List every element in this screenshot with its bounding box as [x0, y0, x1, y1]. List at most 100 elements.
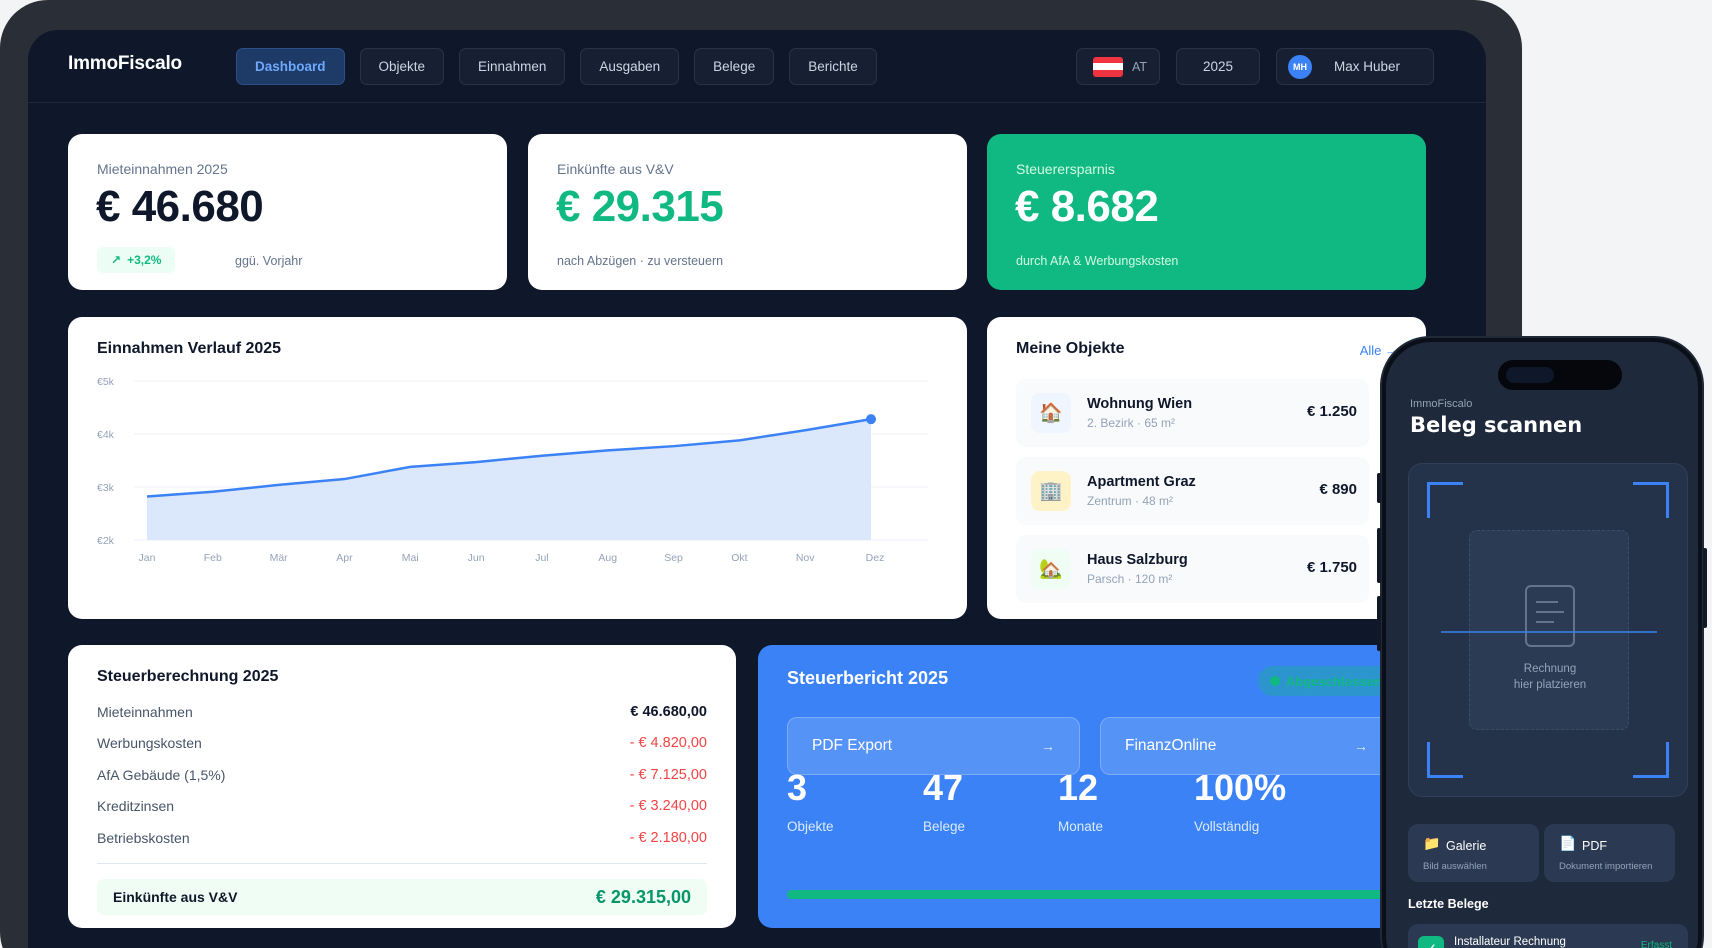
object-rent: € 1.250: [1306, 403, 1357, 420]
tax-rows: Mieteinnahmen € 46.680,00 Werbungskosten -…: [97, 696, 707, 854]
all-objects-link[interactable]: Alle →: [1359, 343, 1398, 358]
trend-up-icon: ↗: [111, 253, 122, 267]
metric-objects: 3 Objekte: [787, 767, 834, 834]
x-tick-label: Jul: [535, 552, 548, 564]
income-stat-card: Einkünfte aus V&V € 29.315 nach Abzügen …: [528, 134, 967, 290]
pdf-import-button[interactable]: 📄 PDF Dokument importieren: [1544, 824, 1675, 882]
metric-months: 12 Monate: [1058, 767, 1104, 834]
object-item-salzburg[interactable]: 🏡 Haus Salzburg Parsch · 120 m² € 1.750: [1016, 535, 1369, 603]
object-meta: 2. Bezirk · 65 m²: [1087, 416, 1176, 430]
tax-calculation-card: Steuerberechnung 2025 Mieteinnahmen € 46.…: [68, 645, 736, 928]
phone-side-button: [1377, 596, 1381, 651]
country-selector[interactable]: AT: [1076, 48, 1160, 85]
objects-title: Meine Objekte: [1016, 340, 1125, 357]
stat-value: € 46.680: [96, 182, 264, 231]
arrow-right-icon: →: [1041, 738, 1055, 754]
stat-sub: durch AfA & Werbungskosten: [1016, 254, 1179, 268]
income-area-chart: €2k €3k €4k €5k Jan Feb Mär Apr Mai Jun Jul Aug Sep O…: [97, 376, 928, 564]
trend-badge: ↗ +3,2%: [97, 247, 176, 273]
year-selector[interactable]: 2025: [1176, 48, 1260, 85]
user-menu[interactable]: MH Max Huber: [1276, 48, 1434, 85]
document-icon: [1525, 585, 1575, 647]
pdf-export-button[interactable]: PDF Export →: [787, 717, 1080, 775]
status-badge: Abgeschlossen: [1258, 666, 1395, 696]
nav-berichte[interactable]: Berichte: [789, 48, 877, 85]
trend-note: ggü. Vorjahr: [235, 254, 303, 268]
tax-total-value: € 29.315,00: [595, 886, 691, 907]
phone-side-button: [1377, 473, 1381, 503]
data-point: [866, 414, 876, 425]
home-garden-icon: 🏡: [1031, 549, 1071, 589]
nav-objekte[interactable]: Objekte: [359, 48, 445, 85]
scan-hint: Rechnung hier platzieren: [1513, 663, 1587, 691]
dynamic-island: [1498, 360, 1622, 390]
phone-side-button: [1703, 548, 1707, 628]
chart-title: Einnahmen Verlauf 2025: [97, 340, 282, 357]
nav-ausgaben[interactable]: Ausgaben: [580, 48, 680, 85]
building-icon: 🏢: [1031, 471, 1071, 511]
scan-corner: [1633, 482, 1669, 518]
nav-dashboard[interactable]: Dashboard: [236, 48, 345, 85]
object-meta: Parsch · 120 m²: [1087, 572, 1173, 586]
rent-stat-card: Mieteinnahmen 2025 € 46.680 ↗ +3,2% ggü.…: [68, 134, 507, 290]
tablet-frame: ImmoFiscalo Dashboard Objekte Einnahmen …: [0, 0, 1522, 948]
user-name: Max Huber: [1334, 59, 1401, 74]
phone-frame: ImmoFiscalo Beleg scannen Rechnung hier …: [1377, 336, 1707, 948]
scan-area[interactable]: Rechnung hier platzieren: [1408, 463, 1688, 797]
scan-corner: [1427, 742, 1463, 778]
stat-value: € 8.682: [1015, 182, 1159, 231]
tablet-screen: ImmoFiscalo Dashboard Objekte Einnahmen …: [28, 30, 1486, 948]
arrow-right-icon: →: [1354, 738, 1368, 754]
x-tick-label: Dez: [866, 552, 885, 564]
nav-einnahmen[interactable]: Einnahmen: [459, 48, 566, 85]
tax-total: Einkünfte aus V&V € 29.315,00: [97, 879, 707, 915]
gallery-button[interactable]: 📁 Galerie Bild auswählen: [1408, 824, 1539, 882]
x-tick-label: Okt: [731, 552, 747, 564]
object-item-wien[interactable]: 🏠 Wohnung Wien 2. Bezirk · 65 m² € 1.250: [1016, 379, 1369, 447]
y-tick-label: €4k: [97, 429, 115, 441]
income-chart-card: Einnahmen Verlauf 2025 €2k €3k €4k €5k Jan Fe…: [68, 317, 967, 619]
brand-logo: ImmoFiscalo: [68, 53, 182, 74]
file-icon: 📄: [1559, 835, 1577, 851]
tax-report-card: Steuerbericht 2025 Abgeschlossen PDF Exp…: [758, 645, 1446, 928]
main-nav: Dashboard Objekte Einnahmen Ausgaben Bel…: [236, 48, 877, 85]
tax-row: Mieteinnahmen € 46.680,00: [97, 703, 707, 720]
country-code: AT: [1132, 59, 1148, 74]
folder-icon: 📁: [1423, 835, 1441, 851]
phone-screen: ImmoFiscalo Beleg scannen Rechnung hier …: [1386, 342, 1698, 948]
scan-line: [1441, 631, 1657, 633]
tax-row: Werbungskosten - € 4.820,00: [97, 735, 707, 752]
phone-side-button: [1377, 528, 1381, 583]
report-title: Steuerbericht 2025: [787, 668, 949, 688]
stat-value: € 29.315: [556, 182, 724, 231]
tax-total-label: Einkünfte aus V&V: [113, 889, 238, 905]
x-tick-label: Jan: [139, 552, 156, 564]
object-name: Haus Salzburg: [1087, 552, 1188, 568]
x-tick-label: Feb: [204, 552, 222, 564]
x-tick-label: Aug: [598, 552, 617, 564]
object-name: Apartment Graz: [1087, 474, 1196, 490]
objects-list: 🏠 Wohnung Wien 2. Bezirk · 65 m² € 1.250…: [1016, 379, 1369, 613]
austria-flag-icon: [1093, 56, 1123, 77]
x-tick-label: Nov: [796, 552, 815, 564]
nav-belege[interactable]: Belege: [694, 48, 775, 85]
tax-title: Steuerberechnung 2025: [97, 668, 279, 685]
objects-card: Meine Objekte Alle → 🏠 Wohnung Wien 2. B…: [987, 317, 1426, 619]
x-tick-label: Mai: [402, 552, 419, 564]
avatar: MH: [1288, 54, 1312, 79]
receipt-item[interactable]: ✓ Installateur Rechnung Erfasst: [1408, 924, 1688, 948]
finanzonline-button[interactable]: FinanzOnline →: [1100, 717, 1393, 775]
house-icon: 🏠: [1031, 393, 1071, 433]
x-tick-label: Sep: [664, 552, 683, 564]
recent-receipts-heading: Letzte Belege: [1408, 897, 1489, 911]
stat-label: Steuerersparnis: [1016, 161, 1115, 177]
metric-complete: 100% Vollständig: [1194, 767, 1287, 834]
phone-title: Beleg scannen: [1410, 413, 1583, 437]
object-item-graz[interactable]: 🏢 Apartment Graz Zentrum · 48 m² € 890: [1016, 457, 1369, 525]
divider: [97, 863, 707, 864]
stat-label: Mieteinnahmen 2025: [97, 161, 228, 177]
tax-row: Kreditzinsen - € 3.240,00: [97, 798, 707, 815]
stat-label: Einkünfte aus V&V: [557, 161, 674, 177]
y-tick-label: €5k: [97, 376, 115, 388]
y-tick-label: €2k: [97, 535, 115, 547]
